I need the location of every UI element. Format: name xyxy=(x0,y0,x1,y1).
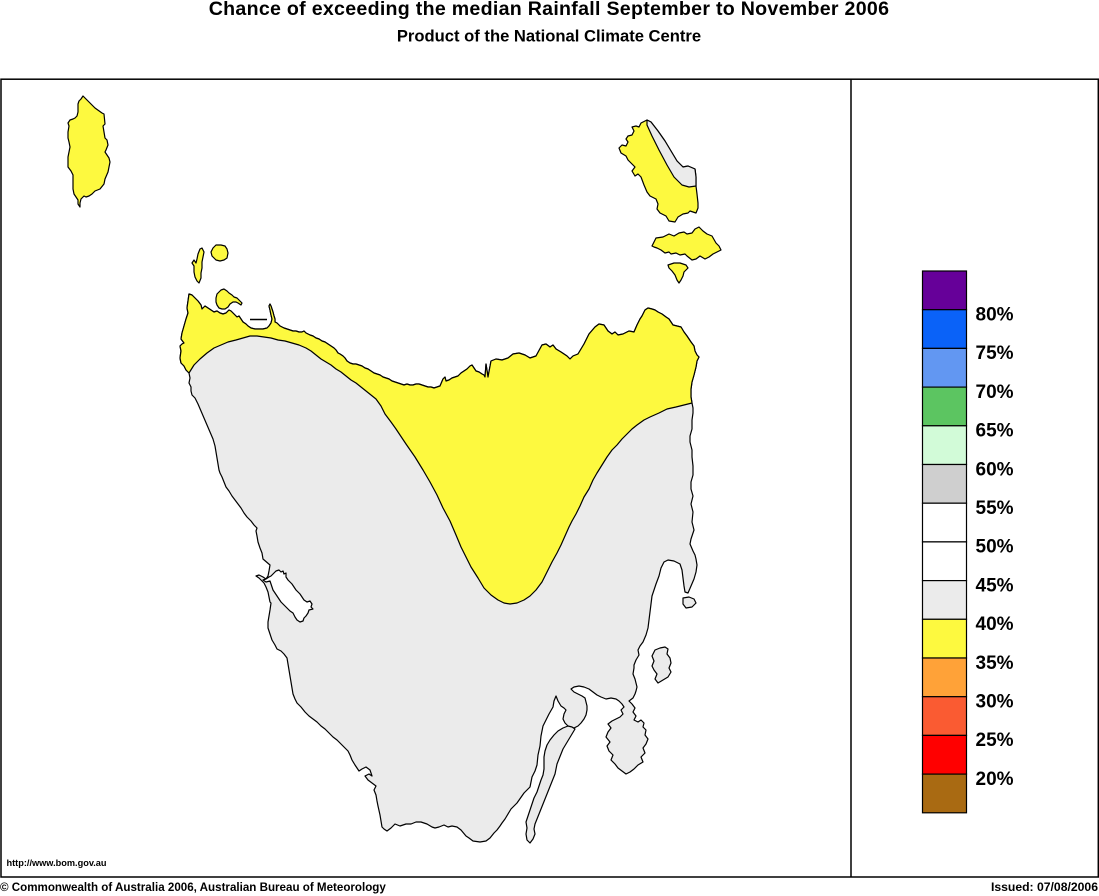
svg-text:80%: 80% xyxy=(976,305,1014,326)
svg-text:20%: 20% xyxy=(976,769,1014,790)
svg-text:© Commonwealth of Australia 20: © Commonwealth of Australia 2006, Austra… xyxy=(0,881,386,894)
svg-text:55%: 55% xyxy=(976,498,1014,519)
svg-text:45%: 45% xyxy=(976,575,1014,596)
svg-text:25%: 25% xyxy=(976,730,1014,751)
svg-text:65%: 65% xyxy=(976,421,1014,442)
svg-text:50%: 50% xyxy=(976,537,1014,558)
svg-text:40%: 40% xyxy=(976,614,1014,635)
svg-text:70%: 70% xyxy=(976,382,1014,403)
svg-text:Product of the National Climat: Product of the National Climate Centre xyxy=(397,27,701,46)
svg-text:Chance of exceeding the median: Chance of exceeding the median Rainfall … xyxy=(209,0,890,20)
svg-text:30%: 30% xyxy=(976,692,1014,713)
svg-text:75%: 75% xyxy=(976,343,1014,364)
svg-text:60%: 60% xyxy=(976,459,1014,480)
svg-text:http://www.bom.gov.au: http://www.bom.gov.au xyxy=(7,858,107,868)
svg-text:35%: 35% xyxy=(976,653,1014,674)
svg-text:Issued: 07/08/2006: Issued: 07/08/2006 xyxy=(991,880,1098,894)
